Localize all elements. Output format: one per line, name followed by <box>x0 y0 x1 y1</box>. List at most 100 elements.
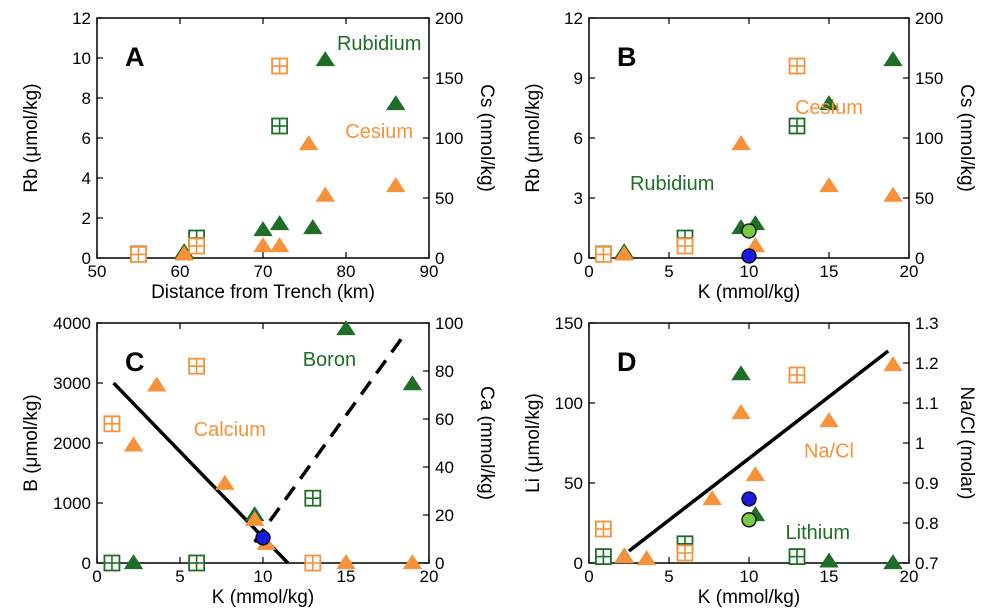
y-tick-label: 0 <box>82 249 91 268</box>
panel-letter: D <box>617 347 637 377</box>
y2-tick-label: 100 <box>915 129 943 148</box>
y2-tick-label: 0 <box>435 554 444 573</box>
y2-tick-label: 1.1 <box>915 394 939 413</box>
triangle-marker <box>636 550 657 566</box>
y-axis-label: Rb (μmol/kg) <box>21 83 42 192</box>
y2-tick-label: 80 <box>435 362 454 381</box>
y-tick-label: 100 <box>555 394 583 413</box>
series-annotation: Rubidium <box>337 33 421 55</box>
y2-tick-label: 40 <box>435 458 454 477</box>
boxed-plus-marker <box>676 544 694 562</box>
y2-tick-label: 0 <box>435 249 444 268</box>
series-annotation: Calcium <box>194 419 266 441</box>
series-annotation: Lithium <box>786 522 850 544</box>
triangle-marker <box>253 237 273 253</box>
series-annotation: Boron <box>303 349 356 371</box>
x-tick-label: 0 <box>584 567 593 586</box>
circle-marker <box>741 248 757 264</box>
triangle-marker <box>315 186 335 202</box>
boxed-plus-marker <box>788 117 806 135</box>
triangle-marker <box>269 215 290 231</box>
y-axis-label: Li (μmol/kg) <box>523 393 544 493</box>
y-tick-label: 50 <box>564 474 583 493</box>
x-tick-label: 10 <box>740 262 759 281</box>
x-tick-label: 20 <box>900 262 919 281</box>
plot-frame <box>588 17 910 259</box>
boxed-plus-marker <box>304 489 322 507</box>
y-tick-label: 6 <box>82 129 91 148</box>
triangle-marker <box>123 554 144 570</box>
x-axis-label: K (mmol/kg) <box>698 282 800 303</box>
y-tick-label: 6 <box>574 129 583 148</box>
y-tick-label: 0 <box>574 554 583 573</box>
y-axis-label: Rb (μmol/kg) <box>523 83 544 192</box>
x-tick-label: 90 <box>420 262 439 281</box>
y-tick-label: 12 <box>564 9 583 28</box>
triangle-marker <box>386 177 406 193</box>
triangle-marker <box>402 554 423 570</box>
boxed-plus-marker <box>271 57 289 75</box>
y-tick-label: 2 <box>82 209 91 228</box>
y2-tick-label: 100 <box>435 314 463 333</box>
series-annotation: Cesium <box>345 121 413 143</box>
boxed-plus-marker <box>103 554 121 572</box>
triangle-marker <box>883 356 903 372</box>
boxed-plus-marker <box>595 520 612 538</box>
triangle-marker <box>123 436 144 452</box>
boxed-plus-marker <box>595 548 612 565</box>
y-tick-label: 150 <box>555 314 583 333</box>
y2-tick-label: 100 <box>435 129 463 148</box>
series-annotation: Cesium <box>795 97 863 119</box>
triangle-marker <box>253 221 273 237</box>
triangle-marker <box>336 320 356 336</box>
triangle-marker <box>883 51 903 67</box>
x-tick-label: 15 <box>820 262 839 281</box>
boxed-plus-marker <box>788 57 806 75</box>
y2-axis-label: Cs (nmol/kg) <box>476 84 497 192</box>
triangle-marker <box>731 365 751 381</box>
y2-axis-label: Ca (mmol/kg) <box>476 386 497 500</box>
triangle-marker <box>336 554 356 570</box>
triangle-marker <box>269 237 290 253</box>
x-tick-label: 15 <box>337 567 356 586</box>
x-tick-label: 5 <box>664 262 673 281</box>
y-tick-label: 3000 <box>53 374 91 393</box>
x-tick-label: 10 <box>740 567 759 586</box>
circle-marker <box>741 491 757 507</box>
boxed-plus-marker <box>188 554 206 572</box>
panel-d: 0 5 10 15 20 0 50 100 150 0.7 0.8 0.9 1 1.1 1.2 1.3 K (m… <box>523 314 977 608</box>
y-tick-label: 10 <box>72 49 91 68</box>
y2-tick-label: 1.2 <box>915 354 939 373</box>
y2-tick-label: 0.7 <box>915 554 939 573</box>
y2-tick-label: 200 <box>915 9 943 28</box>
y2-tick-label: 50 <box>435 189 454 208</box>
y2-tick-label: 1 <box>915 434 924 453</box>
triangle-marker <box>174 245 194 261</box>
triangle-marker <box>745 237 766 253</box>
boxed-plus-marker <box>788 548 806 565</box>
triangle-marker <box>215 474 235 490</box>
y-tick-label: 4 <box>82 169 91 188</box>
y-tick-label: 1000 <box>53 494 91 513</box>
triangle-marker <box>819 412 839 428</box>
circle-marker <box>741 512 757 528</box>
boxed-plus-marker <box>188 237 206 255</box>
y-tick-label: 2000 <box>53 434 91 453</box>
y2-tick-label: 20 <box>435 506 454 525</box>
boxed-plus-marker <box>271 117 289 135</box>
boxed-plus-marker <box>595 245 612 263</box>
boxed-plus-marker <box>304 554 322 572</box>
triangle-marker <box>303 219 323 235</box>
boxed-plus-marker <box>788 366 806 384</box>
triangle-marker <box>745 466 766 482</box>
boxed-plus-marker <box>130 245 147 263</box>
circle-marker <box>741 223 757 239</box>
y2-tick-label: 0.8 <box>915 514 939 533</box>
y-axis-label: B (μmol/kg) <box>21 394 42 492</box>
x-tick-label: 60 <box>171 262 190 281</box>
x-tick-label: 20 <box>900 567 919 586</box>
y-tick-label: 12 <box>72 9 91 28</box>
y2-tick-label: 150 <box>435 69 463 88</box>
triangle-marker <box>298 135 319 151</box>
